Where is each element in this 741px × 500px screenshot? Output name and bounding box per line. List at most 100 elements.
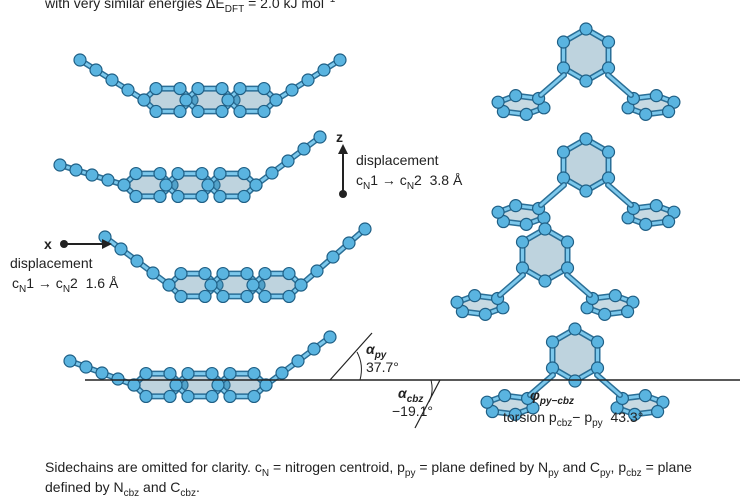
atom <box>118 179 130 191</box>
atom <box>175 290 187 302</box>
subscript: N <box>262 468 269 479</box>
atom <box>216 83 228 95</box>
subscript: N <box>407 181 414 192</box>
angle-arc <box>357 352 361 380</box>
text-run: = plane defined by N <box>415 459 548 475</box>
text-run: φ <box>530 387 540 403</box>
atom <box>520 108 532 120</box>
text-run: Sidechains are omitted for clarity. c <box>45 459 262 475</box>
bond <box>500 275 523 295</box>
atom <box>214 168 226 180</box>
atom <box>96 367 108 379</box>
atom <box>217 268 229 280</box>
subscript: py <box>592 418 603 429</box>
atom <box>663 216 675 228</box>
atom <box>222 94 234 106</box>
axis-title: displacement <box>356 152 439 168</box>
bond <box>608 185 631 205</box>
text-run: = nitrogen centroid, p <box>269 459 405 475</box>
subscript: cbz <box>626 468 642 479</box>
atom <box>122 84 134 96</box>
atom <box>520 218 532 230</box>
atom <box>112 373 124 385</box>
atom <box>650 200 662 212</box>
text-run: = 2.0 kJ mol <box>244 0 324 11</box>
angle-symbol: αpy <box>366 341 387 361</box>
atom <box>206 390 218 402</box>
angle-value: 37.7° <box>366 359 399 375</box>
subscript: py <box>548 468 559 479</box>
atom <box>90 64 102 76</box>
atom <box>318 64 330 76</box>
atom <box>492 96 504 108</box>
subscript: cbz <box>180 488 196 499</box>
atom <box>580 23 592 35</box>
atom <box>216 105 228 117</box>
atom <box>140 390 152 402</box>
atom <box>359 223 371 235</box>
atom <box>154 190 166 202</box>
axis-title: displacement <box>10 255 93 271</box>
atom <box>170 379 182 391</box>
atom <box>580 75 592 87</box>
atom <box>248 368 260 380</box>
atom <box>206 368 218 380</box>
atom <box>259 268 271 280</box>
atom <box>276 367 288 379</box>
atom <box>199 290 211 302</box>
caption-line: Sidechains are omitted for clarity. cN =… <box>45 459 692 479</box>
arrow-head <box>338 144 348 154</box>
atom <box>217 290 229 302</box>
atom <box>199 268 211 280</box>
subscript: py <box>600 468 611 479</box>
atom <box>639 390 651 402</box>
atom <box>292 355 304 367</box>
subscript: N <box>363 181 370 192</box>
atom <box>130 190 142 202</box>
atom <box>180 94 192 106</box>
atom <box>282 155 294 167</box>
subscript: py−cbz <box>539 396 574 407</box>
atom <box>569 323 581 335</box>
atom <box>260 379 272 391</box>
atom <box>334 54 346 66</box>
atom <box>510 90 522 102</box>
atom <box>286 84 298 96</box>
atom <box>234 83 246 95</box>
text-run: defined by N <box>45 479 124 495</box>
angle-symbol: αcbz <box>398 385 423 405</box>
atom <box>308 343 320 355</box>
atom <box>580 185 592 197</box>
atom <box>224 368 236 380</box>
text-run: torsion p <box>503 409 557 425</box>
atom <box>86 169 98 181</box>
atom <box>164 390 176 402</box>
atom <box>128 379 140 391</box>
atom <box>314 131 326 143</box>
atom <box>481 396 493 408</box>
caption-line: defined by Ncbz and Ccbz. <box>45 479 200 499</box>
atom <box>451 296 463 308</box>
atom <box>311 265 323 277</box>
atom <box>640 108 652 120</box>
atom <box>164 368 176 380</box>
text-run: c <box>356 172 363 188</box>
atom <box>241 290 253 302</box>
atom <box>569 375 581 387</box>
atom <box>283 268 295 280</box>
atom <box>224 390 236 402</box>
atom <box>154 168 166 180</box>
atom <box>74 54 86 66</box>
atom <box>510 200 522 212</box>
atom <box>603 146 615 158</box>
atom <box>258 83 270 95</box>
torsion-detail: torsion pcbz− ppy 43.3° <box>503 409 643 429</box>
atom <box>172 168 184 180</box>
atom <box>592 336 604 348</box>
atom <box>102 174 114 186</box>
text-run: 2 3.8 Å <box>414 172 463 188</box>
text-run: and C <box>559 459 600 475</box>
atom <box>160 179 172 191</box>
atom <box>302 74 314 86</box>
intro-text: with very similar energies ΔEDFT = 2.0 k… <box>44 0 336 15</box>
